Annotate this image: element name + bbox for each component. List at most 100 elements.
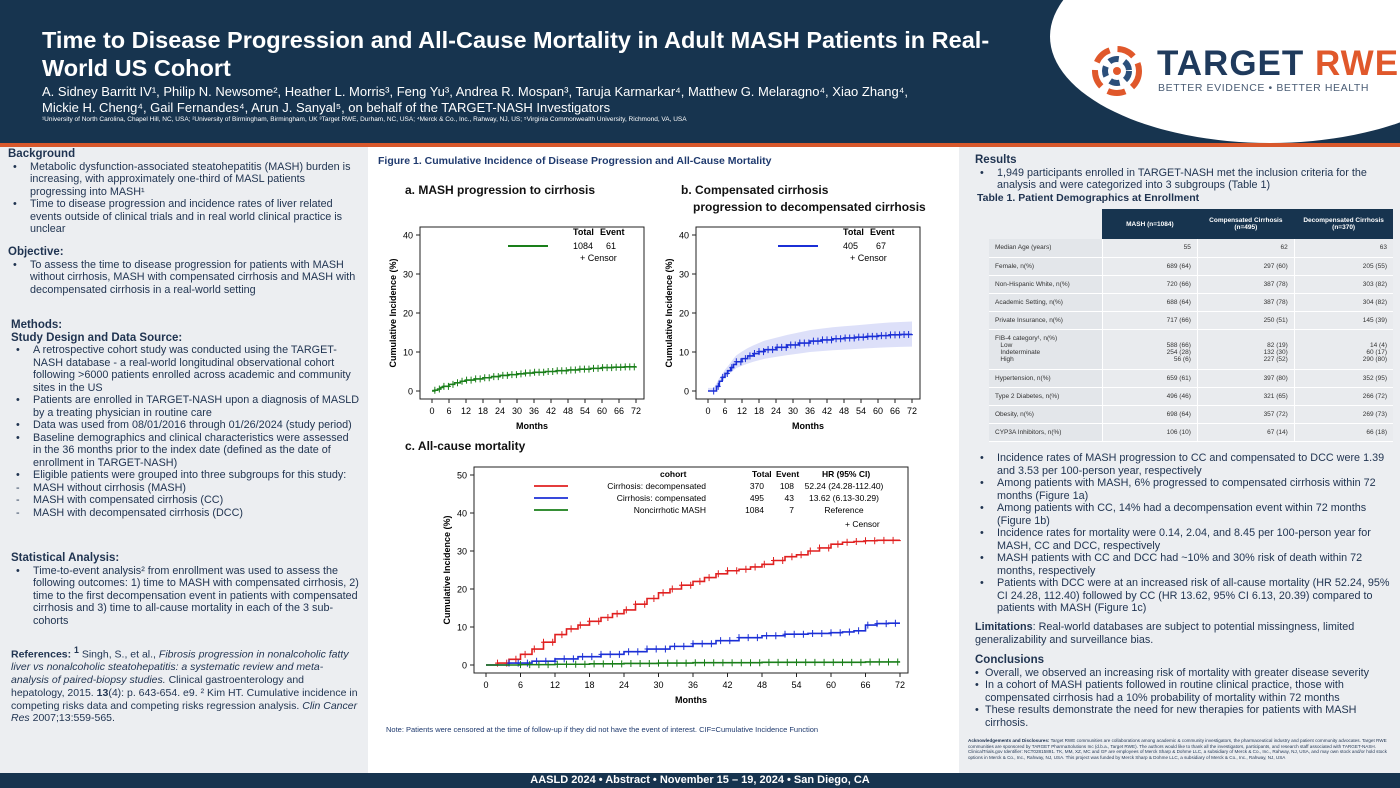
methods-section: Methods: Study Design and Data Source: •…: [11, 319, 360, 519]
legend-header-event: Event: [600, 227, 625, 237]
y-tick-label: 0: [684, 387, 689, 397]
table-cell: 66 (18): [1293, 423, 1393, 442]
censor-mark: [757, 659, 763, 667]
legend-cohort-name: Noncirrhotic MASH: [634, 505, 706, 515]
table-cell: 688 (64): [1101, 293, 1198, 312]
figure-title: Figure 1. Cumulative Incidence of Diseas…: [378, 155, 772, 167]
col-header-mash: MASH (n=1084): [1102, 209, 1198, 239]
x-axis-label: Months: [675, 695, 707, 705]
y-tick-label: 40: [403, 231, 413, 241]
censor-mark: [867, 658, 873, 666]
legend-hr: 13.62 (6.13-30.29): [809, 493, 879, 503]
limitations-heading: Limitations: [975, 621, 1033, 633]
censor-mark: [738, 659, 744, 667]
table-title: Table 1. Patient Demographics at Enrollm…: [977, 192, 1200, 204]
row-label: Hypertension, n(%): [989, 369, 1103, 388]
table-cell: 689 (64): [1101, 257, 1198, 276]
panel-b-title-line-1: b. Compensated cirrhosis: [681, 183, 829, 197]
x-tick-label: 24: [495, 406, 505, 416]
list-item: • MASH patients with CC and DCC had ~10% …: [980, 552, 1363, 577]
references-section: References: 1 Singh, S., et al., Fibrosi…: [11, 644, 360, 725]
logo-word-rwe: RWE: [1315, 44, 1400, 83]
chart-panel-c: 0 6 12 18 24 30 36 42 48 54 60 66 72 0 10 20 30 40 50 Month…: [442, 466, 909, 705]
row-label: Academic Setting, n(%): [989, 293, 1103, 312]
censor-mark: [715, 382, 721, 390]
censor-mark: [711, 387, 717, 395]
censor-mark: [545, 368, 551, 375]
censor-mark: [619, 660, 625, 668]
authors-line-2: Mickie H. Cheng⁴, Gail Fernandes⁴, Arun …: [42, 100, 611, 115]
censor-mark: [572, 366, 578, 374]
subgroup-item: - MASH without cirrhosis (MASH): [16, 481, 186, 494]
table-cell: 266 (72): [1293, 387, 1393, 406]
censor-mark: [742, 355, 748, 363]
censor-mark: [738, 358, 744, 366]
censor-mark: [616, 650, 622, 658]
legend-header-total: Total: [573, 227, 594, 237]
censor-mark: [881, 536, 887, 544]
censor-mark: [628, 659, 634, 667]
censor-mark: [869, 332, 875, 340]
list-item: • Overall, we observed an increasing risk…: [975, 666, 1370, 679]
list-item: • A retrospective cohort study was conduc…: [16, 344, 351, 394]
legend-total: 495: [750, 493, 764, 503]
censor-mark: [748, 659, 753, 667]
censor-mark: [568, 625, 574, 633]
poster-title: Time to Disease Progression and All-Caus…: [42, 27, 990, 81]
x-tick-label: 54: [791, 680, 801, 690]
censor-mark: [690, 640, 696, 648]
table-cell: 659 (61): [1101, 369, 1198, 388]
list-item: • Baseline demographics and clinical char…: [16, 431, 349, 469]
panel-b-title-line-2: progression to decompensated cirrhosis: [693, 200, 926, 214]
left-column: Background • Metabolic dysfunction-associ…: [0, 147, 368, 773]
legend-header-event: Event: [776, 469, 799, 479]
logo-tagline: BETTER EVIDENCE • BETTER HEALTH: [1158, 82, 1370, 94]
censor-mark: [598, 650, 604, 658]
legend-event: 43: [785, 493, 795, 503]
censor-mark: [573, 660, 579, 668]
row-label: Private Insurance, n(%): [989, 311, 1103, 330]
ref-1-journal: Clinical gastroenterology and hepatology…: [11, 674, 305, 699]
censor-mark: [459, 377, 465, 385]
censor-mark: [886, 658, 891, 666]
poster-footer: AASLD 2024 • Abstract • November 15 – 19…: [0, 773, 1400, 788]
x-tick-label: 66: [614, 406, 624, 416]
censor-mark: [536, 661, 542, 669]
censor-mark: [473, 375, 479, 383]
x-tick-label: 72: [631, 406, 641, 416]
x-tick-label: 66: [860, 680, 870, 690]
censor-mark: [803, 658, 809, 666]
censor-mark: [720, 373, 726, 381]
censor-mark: [826, 544, 832, 552]
censor-mark: [842, 334, 848, 342]
authors-line-1: A. Sidney Barritt IV¹, Philip N. Newsome…: [42, 84, 908, 99]
table-corner: [989, 209, 1102, 239]
censor-mark: [633, 600, 638, 608]
legend-header-event: Event: [870, 227, 895, 237]
findings-section: • Incidence rates of MASH progression to …: [975, 452, 1397, 615]
table-cell: 698 (64): [1101, 405, 1198, 424]
table-cell: 269 (73): [1293, 405, 1393, 424]
censor-mark: [674, 659, 680, 667]
censor-mark: [523, 369, 528, 377]
table-row: Academic Setting, n(%) 688 (64) 387 (78) 30…: [989, 293, 1393, 312]
censor-mark: [708, 640, 714, 648]
censor-mark: [627, 363, 633, 371]
legend-header-total: Total: [843, 227, 864, 237]
y-axis-label: Cumulative Incidence (%): [664, 258, 674, 367]
y-tick-label: 30: [679, 270, 689, 280]
x-tick-label: 30: [512, 406, 522, 416]
y-tick-label: 10: [403, 348, 413, 358]
censor-mark: [718, 637, 724, 645]
ref-1-volume: 13: [96, 686, 109, 699]
censor-mark: [764, 632, 770, 640]
list-item: • To assess the time to disease progressi…: [13, 258, 356, 296]
table-cell: 303 (82): [1293, 275, 1393, 294]
censor-mark: [500, 371, 506, 379]
y-tick-label: 40: [679, 231, 689, 241]
x-axis-label: Months: [516, 421, 548, 431]
censor-mark: [807, 547, 813, 555]
x-tick-label: 54: [580, 406, 590, 416]
legend-cohort-name: Cirrhosis: decompensated: [607, 481, 706, 491]
censor-mark: [773, 632, 779, 640]
